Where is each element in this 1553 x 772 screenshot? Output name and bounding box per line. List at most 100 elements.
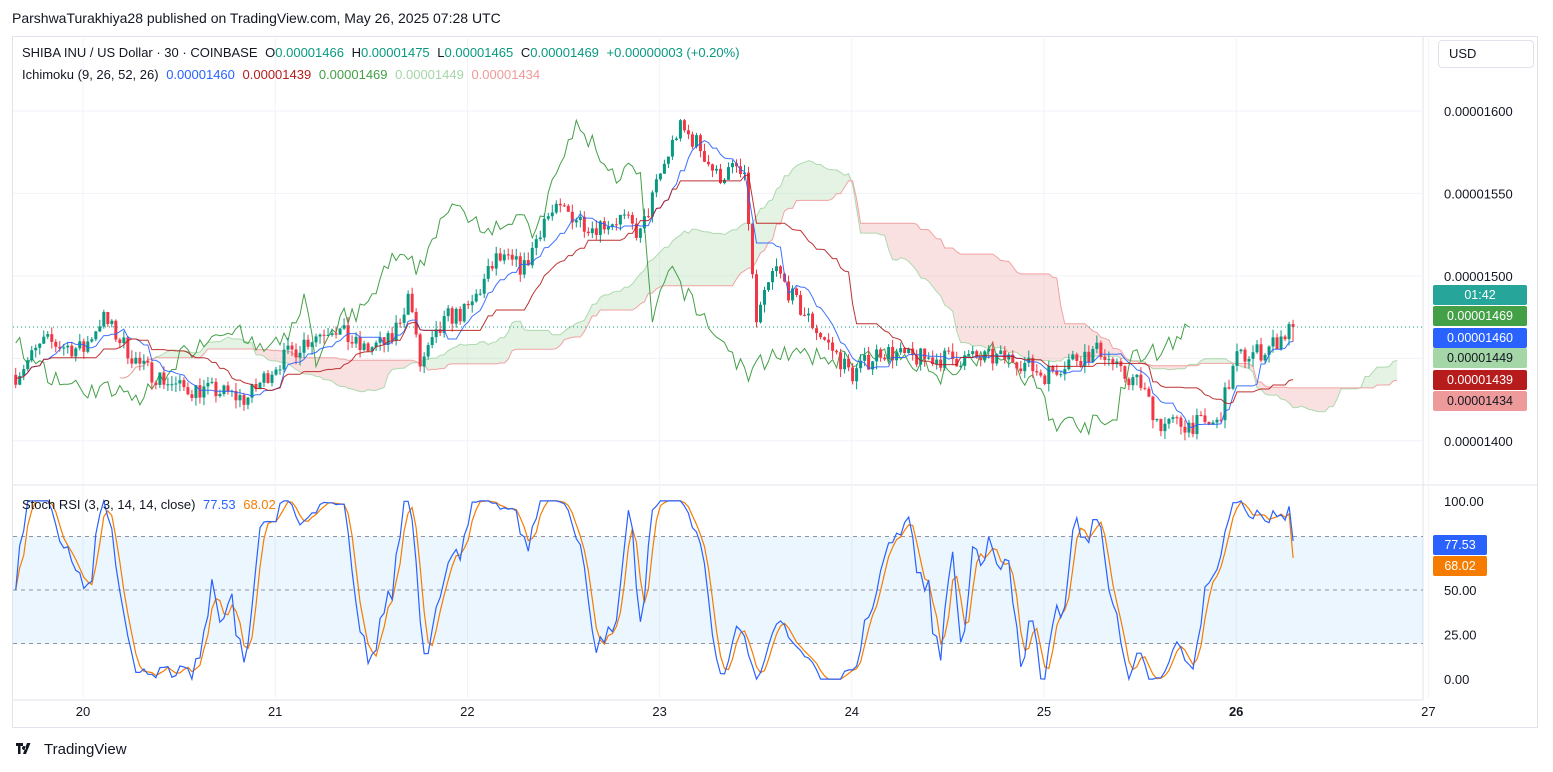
cloud-segment [1168, 365, 1173, 370]
cloud-segment [972, 254, 977, 346]
candle-body [763, 289, 767, 305]
candle-body [887, 347, 891, 360]
cloud-segment [912, 223, 917, 271]
cloud-segment [836, 169, 841, 194]
candle-body [1139, 374, 1143, 388]
candle-body [314, 336, 318, 343]
span-a-tag: 0.00001449 [1433, 348, 1527, 368]
candle-body [594, 228, 598, 235]
candle-body [182, 380, 186, 388]
cloud-segment [384, 360, 389, 388]
cloud-segment [320, 357, 325, 380]
cloud-segment [672, 237, 677, 286]
cloud-segment [1180, 365, 1185, 369]
cloud-segment [620, 287, 625, 310]
candle-body [22, 369, 26, 376]
candle-body [422, 356, 426, 367]
candle-body [702, 151, 706, 162]
cloud-segment [1048, 273, 1053, 362]
candle-body [378, 337, 382, 343]
candle-body [951, 351, 955, 360]
cloud-segment [1273, 387, 1278, 396]
candle-body [995, 354, 999, 364]
candle-body [1123, 366, 1127, 379]
cloud-segment [1321, 387, 1326, 412]
ichimoku-span-a-line [119, 160, 1398, 413]
candle-body [1131, 377, 1135, 386]
currency-selector[interactable]: USD [1438, 40, 1534, 68]
candle-body [582, 216, 586, 232]
candle-body [358, 336, 362, 350]
candle-body [650, 192, 654, 217]
candle-body [927, 357, 931, 359]
candle-body [915, 355, 919, 365]
candle-body [1099, 342, 1103, 357]
candle-body [274, 369, 278, 375]
ichimoku-span-b-line [119, 180, 1398, 389]
candle-body [566, 205, 570, 212]
cloud-segment [780, 175, 785, 225]
cloud-segment [1289, 387, 1294, 408]
candle-body [450, 308, 454, 324]
candle-body [903, 348, 907, 354]
cloud-segment [1080, 323, 1085, 357]
ichimoku-title: Ichimoku (9, 26, 52, 26) [22, 67, 159, 82]
candle-body [482, 278, 486, 294]
candle-body [206, 382, 210, 387]
cloud-segment [1152, 365, 1157, 369]
candle-body [987, 348, 991, 352]
candle-body [130, 358, 134, 364]
cloud-segment [356, 360, 361, 392]
cloud-segment [868, 223, 873, 234]
cloud-segment [1000, 260, 1005, 349]
candle-body [366, 343, 370, 352]
cloud-segment [1056, 278, 1061, 361]
candle-body [442, 316, 446, 333]
candle-body [246, 397, 250, 405]
candle-body [1211, 422, 1215, 425]
candle-body [94, 331, 98, 340]
candle-body [963, 355, 967, 366]
candle-body [114, 320, 118, 340]
cloud-segment [476, 341, 481, 364]
cloud-segment [984, 254, 989, 349]
candle-body [670, 139, 674, 157]
cloud-segment [203, 342, 208, 354]
cloud-segment [1281, 387, 1286, 400]
cloud-segment [668, 241, 673, 286]
cloud-segment [548, 330, 553, 350]
base-line-tag: 0.00001439 [1433, 370, 1527, 390]
ichimoku-base-value: 0.00001439 [242, 67, 312, 82]
cloud-segment [1156, 365, 1161, 369]
candle-body [1183, 426, 1187, 433]
candles [14, 118, 1295, 441]
cloud-segment [1028, 273, 1033, 359]
cloud-segment [980, 254, 985, 348]
candle-body [478, 293, 482, 295]
cloud-segment [812, 161, 817, 201]
candle-body [198, 385, 202, 398]
cloud-segment [508, 322, 513, 360]
cloud-segment [1112, 348, 1117, 357]
candle-body [722, 179, 726, 184]
price-tick-label: 0.00001400 [1444, 434, 1513, 449]
tradingview-footer[interactable]: TradingView [12, 741, 127, 758]
candle-body [1079, 360, 1083, 366]
candle-body [718, 168, 722, 184]
candle-body [490, 266, 494, 269]
cloud-segment [1325, 387, 1330, 412]
candle-body [554, 203, 558, 213]
cloud-segment [528, 330, 533, 350]
candle-body [791, 288, 795, 301]
time-tick-label: 24 [845, 704, 859, 719]
candle-body [306, 339, 310, 347]
candle-body [318, 334, 322, 337]
cloud-segment [908, 223, 913, 266]
candle-body [1191, 422, 1195, 435]
candle-body [714, 168, 718, 171]
publish-attribution: ParshwaTurakhiya28 published on TradingV… [12, 10, 501, 26]
cloud-segment [227, 337, 232, 349]
cloud-segment [235, 338, 240, 349]
candle-body [118, 339, 122, 344]
